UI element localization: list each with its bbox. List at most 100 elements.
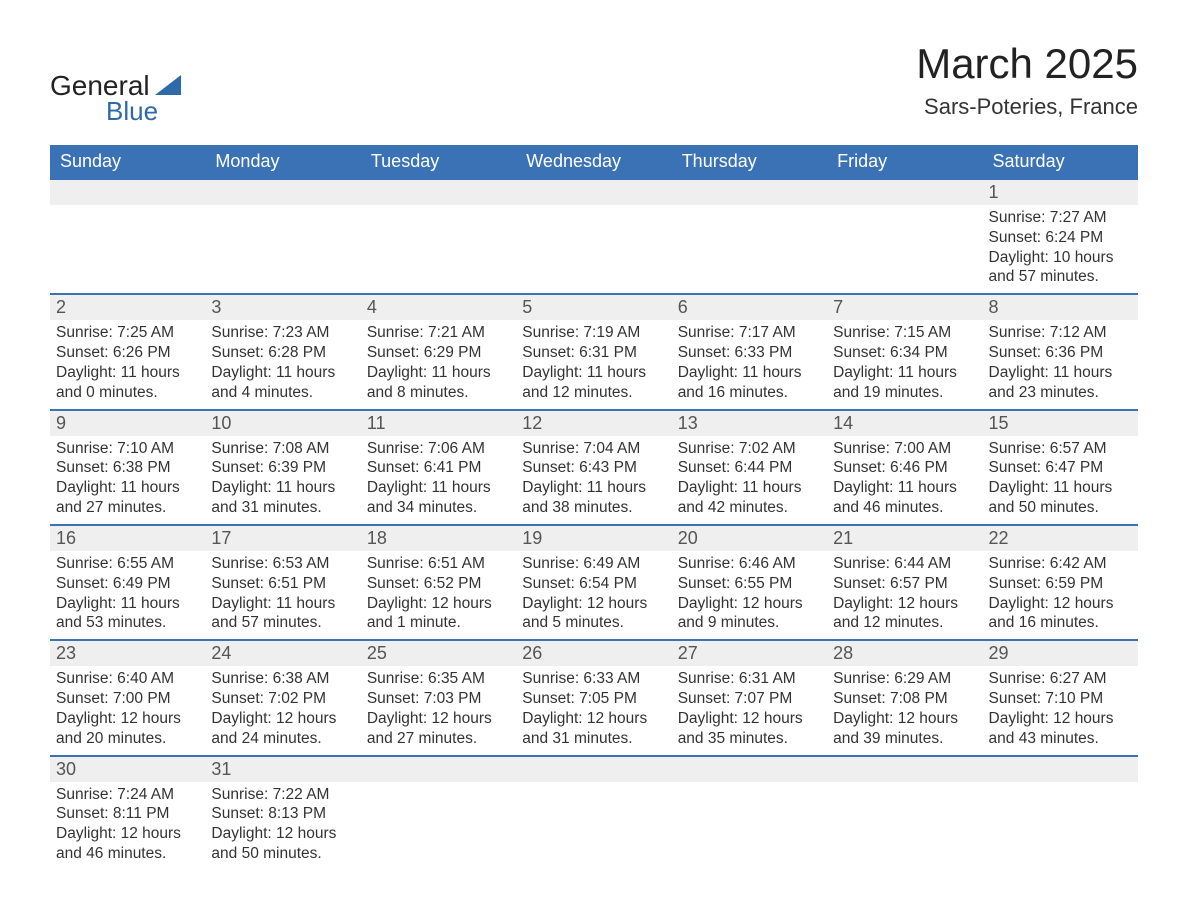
day-number-cell: 8 (983, 294, 1138, 320)
sunrise-line: Sunrise: 6:51 AM (367, 554, 510, 574)
day-detail-cell: Sunrise: 7:06 AMSunset: 6:41 PMDaylight:… (361, 436, 516, 525)
sunset-line: Sunset: 6:28 PM (211, 343, 354, 363)
day-number-cell: 29 (983, 640, 1138, 666)
day-number-cell: 17 (205, 525, 360, 551)
daylight-line: Daylight: 12 hours and 1 minute. (367, 594, 510, 634)
day-number: 22 (989, 528, 1009, 548)
day-number: 15 (989, 413, 1009, 433)
day-number: 6 (678, 297, 688, 317)
sunrise-line: Sunrise: 7:08 AM (211, 439, 354, 459)
daylight-line: Daylight: 11 hours and 12 minutes. (522, 363, 665, 403)
sunrise-line: Sunrise: 7:10 AM (56, 439, 199, 459)
day-number-cell: 9 (50, 410, 205, 436)
day-detail-cell (205, 205, 360, 294)
daylight-line: Daylight: 11 hours and 16 minutes. (678, 363, 821, 403)
sunset-line: Sunset: 6:51 PM (211, 574, 354, 594)
daylight-line: Daylight: 11 hours and 19 minutes. (833, 363, 976, 403)
day-detail-cell (516, 782, 671, 870)
sunrise-line: Sunrise: 6:38 AM (211, 669, 354, 689)
sunset-line: Sunset: 6:44 PM (678, 458, 821, 478)
col-friday: Friday (827, 145, 982, 179)
day-number: 9 (56, 413, 66, 433)
day-number-cell: 14 (827, 410, 982, 436)
day-number: 27 (678, 643, 698, 663)
day-number-cell: 4 (361, 294, 516, 320)
day-detail-cell: Sunrise: 6:42 AMSunset: 6:59 PMDaylight:… (983, 551, 1138, 640)
day-number-cell: 18 (361, 525, 516, 551)
logo-triangle-icon (155, 75, 181, 95)
sunrise-line: Sunrise: 7:21 AM (367, 323, 510, 343)
sunrise-line: Sunrise: 7:22 AM (211, 785, 354, 805)
daylight-line: Daylight: 11 hours and 38 minutes. (522, 478, 665, 518)
day-number: 23 (56, 643, 76, 663)
col-saturday: Saturday (983, 145, 1138, 179)
day-detail-cell: Sunrise: 6:55 AMSunset: 6:49 PMDaylight:… (50, 551, 205, 640)
day-detail-cell: Sunrise: 7:19 AMSunset: 6:31 PMDaylight:… (516, 320, 671, 409)
day-number-cell: 3 (205, 294, 360, 320)
day-detail-cell: Sunrise: 6:29 AMSunset: 7:08 PMDaylight:… (827, 666, 982, 755)
day-number-cell: 7 (827, 294, 982, 320)
page-subtitle: Sars-Poteries, France (916, 94, 1138, 120)
daylight-line: Daylight: 11 hours and 31 minutes. (211, 478, 354, 518)
daynum-row: 23242526272829 (50, 640, 1138, 666)
day-number-cell: 31 (205, 756, 360, 782)
day-detail-cell (50, 205, 205, 294)
sunset-line: Sunset: 6:43 PM (522, 458, 665, 478)
day-number-cell (516, 179, 671, 205)
day-detail-cell: Sunrise: 6:38 AMSunset: 7:02 PMDaylight:… (205, 666, 360, 755)
day-detail-cell: Sunrise: 7:23 AMSunset: 6:28 PMDaylight:… (205, 320, 360, 409)
sunrise-line: Sunrise: 7:02 AM (678, 439, 821, 459)
sunset-line: Sunset: 7:03 PM (367, 689, 510, 709)
daylight-line: Daylight: 11 hours and 34 minutes. (367, 478, 510, 518)
daylight-line: Daylight: 12 hours and 39 minutes. (833, 709, 976, 749)
day-number-cell (827, 756, 982, 782)
detail-row: Sunrise: 6:55 AMSunset: 6:49 PMDaylight:… (50, 551, 1138, 640)
day-number-cell (205, 179, 360, 205)
day-detail-cell (983, 782, 1138, 870)
sunset-line: Sunset: 8:13 PM (211, 804, 354, 824)
day-number: 8 (989, 297, 999, 317)
col-wednesday: Wednesday (516, 145, 671, 179)
day-number: 4 (367, 297, 377, 317)
day-detail-cell (361, 782, 516, 870)
sunset-line: Sunset: 7:02 PM (211, 689, 354, 709)
daylight-line: Daylight: 12 hours and 20 minutes. (56, 709, 199, 749)
day-number: 19 (522, 528, 542, 548)
logo-text-blue: Blue (106, 96, 158, 127)
day-number-cell: 19 (516, 525, 671, 551)
day-number: 21 (833, 528, 853, 548)
daylight-line: Daylight: 11 hours and 50 minutes. (989, 478, 1132, 518)
day-number: 12 (522, 413, 542, 433)
sunrise-line: Sunrise: 6:27 AM (989, 669, 1132, 689)
daylight-line: Daylight: 12 hours and 50 minutes. (211, 824, 354, 864)
sunrise-line: Sunrise: 6:57 AM (989, 439, 1132, 459)
daylight-line: Daylight: 11 hours and 57 minutes. (211, 594, 354, 634)
day-detail-cell (516, 205, 671, 294)
day-detail-cell (827, 205, 982, 294)
day-detail-cell: Sunrise: 7:25 AMSunset: 6:26 PMDaylight:… (50, 320, 205, 409)
daylight-line: Daylight: 11 hours and 27 minutes. (56, 478, 199, 518)
daylight-line: Daylight: 11 hours and 46 minutes. (833, 478, 976, 518)
day-detail-cell: Sunrise: 6:35 AMSunset: 7:03 PMDaylight:… (361, 666, 516, 755)
sunset-line: Sunset: 6:38 PM (56, 458, 199, 478)
day-number: 17 (211, 528, 231, 548)
sunset-line: Sunset: 6:41 PM (367, 458, 510, 478)
daylight-line: Daylight: 12 hours and 31 minutes. (522, 709, 665, 749)
daylight-line: Daylight: 12 hours and 9 minutes. (678, 594, 821, 634)
daylight-line: Daylight: 11 hours and 53 minutes. (56, 594, 199, 634)
day-number-cell: 16 (50, 525, 205, 551)
daylight-line: Daylight: 11 hours and 8 minutes. (367, 363, 510, 403)
sunrise-line: Sunrise: 6:35 AM (367, 669, 510, 689)
detail-row: Sunrise: 6:40 AMSunset: 7:00 PMDaylight:… (50, 666, 1138, 755)
day-number-cell (983, 756, 1138, 782)
sunrise-line: Sunrise: 7:17 AM (678, 323, 821, 343)
day-number-cell: 12 (516, 410, 671, 436)
col-monday: Monday (205, 145, 360, 179)
day-detail-cell: Sunrise: 6:53 AMSunset: 6:51 PMDaylight:… (205, 551, 360, 640)
col-sunday: Sunday (50, 145, 205, 179)
day-number-cell: 30 (50, 756, 205, 782)
day-detail-cell: Sunrise: 7:15 AMSunset: 6:34 PMDaylight:… (827, 320, 982, 409)
day-number-cell: 24 (205, 640, 360, 666)
day-number-cell: 23 (50, 640, 205, 666)
day-number: 25 (367, 643, 387, 663)
